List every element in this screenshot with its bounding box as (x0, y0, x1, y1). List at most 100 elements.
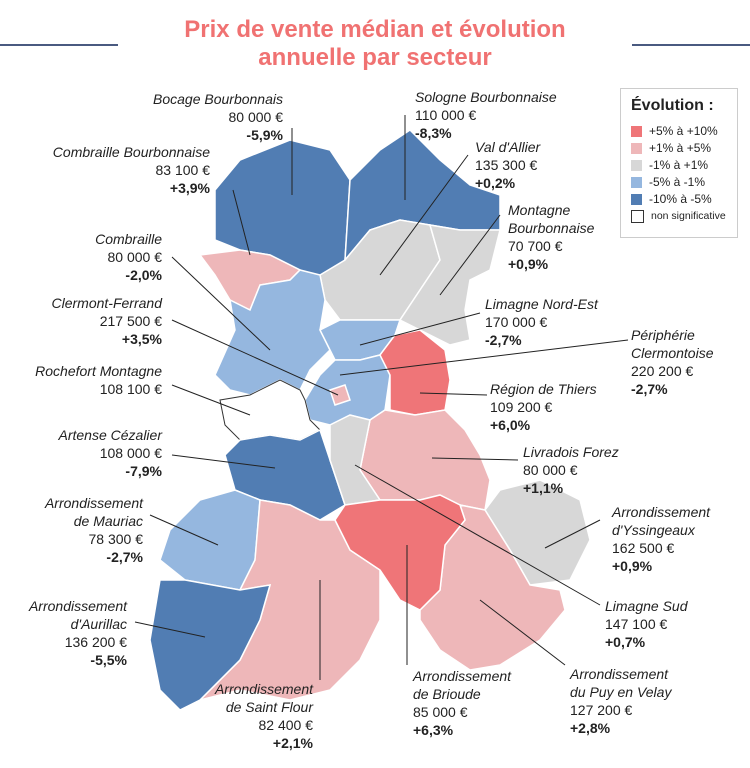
legend-item: -10% à -5% (631, 191, 737, 208)
region-clermont-ferrand[interactable] (329, 384, 351, 406)
sector-name: Combraille Bourbonnaise (52, 144, 210, 160)
sector-name: Artense Cézalier (58, 427, 163, 443)
sector-name: Val d'Allier (475, 139, 541, 155)
sector-price: 147 100 € (605, 616, 668, 632)
leader-lines (134, 115, 629, 680)
sector-price: 80 000 € (523, 462, 578, 478)
sector-name: Limagne Nord-Est (485, 296, 598, 312)
sector-name: Montagne Bourbonnaise (508, 202, 595, 236)
label-mauriac: Arrondissement de Mauriac 78 300 € -2,7% (45, 494, 143, 566)
sector-price: 170 000 € (485, 314, 548, 330)
legend-swatch (631, 126, 642, 137)
sector-price: 82 400 € (258, 717, 314, 733)
sector-evolution: -8,3% (415, 125, 452, 141)
sector-price: 80 000 € (107, 249, 163, 265)
label-puy-en-velay: Arrondissement du Puy en Velay 127 200 € +… (570, 665, 671, 737)
sector-price: 135 300 € (475, 157, 538, 173)
legend-item: +5% à +10% (631, 123, 737, 140)
legend-swatch (631, 143, 642, 154)
sector-price: 109 200 € (490, 399, 553, 415)
sector-name: Périphérie Clermontoise (631, 327, 714, 361)
title-rule-right (632, 44, 750, 46)
sector-evolution: +2,8% (570, 720, 611, 736)
sector-evolution: +1,1% (523, 480, 564, 496)
sector-name: Combraille (95, 231, 162, 247)
sector-evolution: -2,0% (125, 267, 162, 283)
legend-label: +1% à +5% (649, 141, 712, 155)
sector-evolution: -2,7% (106, 549, 143, 565)
sector-evolution: -2,7% (631, 381, 668, 397)
label-livradois-forez: Livradois Forez 80 000 € +1,1% (523, 443, 619, 497)
sector-name: Arrondissement du Puy en Velay (570, 666, 672, 700)
label-combraille: Combraille 80 000 € -2,0% (95, 230, 162, 284)
legend-item: non significative (631, 208, 737, 225)
legend-label: non significative (651, 210, 726, 222)
sector-evolution: +2,1% (272, 735, 313, 751)
sector-name: Livradois Forez (523, 444, 619, 460)
legend-title: Évolution : (631, 97, 714, 114)
sector-price: 110 000 € (415, 107, 477, 123)
legend-item: +1% à +5% (631, 140, 737, 157)
sector-name: Arrondissement de Brioude (413, 668, 512, 702)
sector-evolution: -5,9% (246, 127, 283, 143)
region-limagne-sud[interactable] (329, 414, 382, 506)
sector-evolution: +3,9% (169, 180, 210, 196)
label-saint-flour: Arrondissement de Saint Flour 82 400 € +2,… (215, 680, 313, 752)
sector-price: 217 500 € (99, 313, 162, 329)
label-brioude: Arrondissement de Brioude 85 000 € +6,3% (413, 667, 511, 739)
sector-name: Limagne Sud (605, 598, 688, 614)
region-montagne-bourbonnaise[interactable] (398, 224, 501, 346)
sector-name: Arrondissement d'Aurillac (28, 598, 127, 632)
region-mauriac[interactable] (159, 489, 261, 591)
sector-price: 108 100 € (99, 381, 162, 397)
legend-swatch (631, 210, 644, 223)
label-clermont-ferrand: Clermont-Ferrand 217 500 € +3,5% (52, 294, 162, 348)
sector-price: 83 100 € (155, 162, 211, 178)
legend-swatch (631, 194, 642, 205)
legend-item: -5% à -1% (631, 174, 737, 191)
legend: Évolution : +5% à +10% +1% à +5% -1% à +1%… (620, 88, 738, 238)
legend-swatch (631, 160, 642, 171)
region-thiers[interactable] (379, 329, 451, 416)
label-artense-cezalier: Artense Cézalier 108 000 € -7,9% (59, 426, 163, 480)
label-val-allier: Val d'Allier 135 300 € +0,2% (475, 138, 540, 192)
label-peripherie-clermontoise: Périphérie Clermontoise 220 200 € -2,7% (631, 326, 713, 398)
sector-price: 78 300 € (88, 531, 144, 547)
sector-price: 80 000 € (228, 109, 284, 125)
sector-evolution: -7,9% (125, 463, 162, 479)
sector-evolution: +6,3% (413, 722, 454, 738)
label-combraille-bourbonnaise: Combraille Bourbonnaise 83 100 € +3,9% (53, 143, 210, 197)
sector-evolution: +0,7% (605, 634, 646, 650)
region-aurillac[interactable] (149, 579, 272, 711)
sector-name: Clermont-Ferrand (51, 295, 162, 311)
sector-price: 162 500 € (612, 540, 675, 556)
sector-price: 108 000 € (99, 445, 162, 461)
label-limagne-sud: Limagne Sud 147 100 € +0,7% (605, 597, 688, 651)
legend-label: -10% à -5% (649, 192, 712, 206)
sector-name: Rochefort Montagne (35, 363, 162, 379)
legend-swatch (631, 177, 642, 188)
sector-name: Arrondissement d'Yssingeaux (612, 504, 711, 538)
legend-label: -1% à +1% (649, 158, 709, 172)
label-aurillac: Arrondissement d'Aurillac 136 200 € -5,5% (29, 597, 127, 669)
label-bocage: Bocage Bourbonnais 80 000 € -5,9% (153, 90, 283, 144)
label-montagne-bourbonnaise: Montagne Bourbonnaise 70 700 € +0,9% (508, 201, 594, 273)
label-sologne: Sologne Bourbonnaise 110 000 € -8,3% (415, 88, 557, 142)
label-thiers: Région de Thiers 109 200 € +6,0% (490, 380, 597, 434)
sector-price: 127 200 € (570, 702, 633, 718)
region-livradois-forez[interactable] (359, 409, 491, 511)
title-rule-left (0, 44, 118, 46)
label-limagne-nord-est: Limagne Nord-Est 170 000 € -2,7% (485, 295, 598, 349)
sector-evolution: +3,5% (121, 331, 162, 347)
region-brioude[interactable] (334, 494, 466, 611)
sector-evolution: +6,0% (490, 417, 531, 433)
legend-label: -5% à -1% (649, 175, 706, 189)
map-title: Prix de vente médian et évolution annuel… (184, 16, 566, 71)
sector-evolution: -2,7% (485, 332, 522, 348)
sector-name: Arrondissement de Mauriac (44, 495, 143, 529)
label-yssingeaux: Arrondissement d'Yssingeaux 162 500 € +0,9… (612, 503, 710, 575)
sector-evolution: +0,9% (508, 256, 549, 272)
region-rochefort-montagne[interactable] (219, 379, 321, 441)
sector-name: Sologne Bourbonnaise (415, 89, 557, 105)
